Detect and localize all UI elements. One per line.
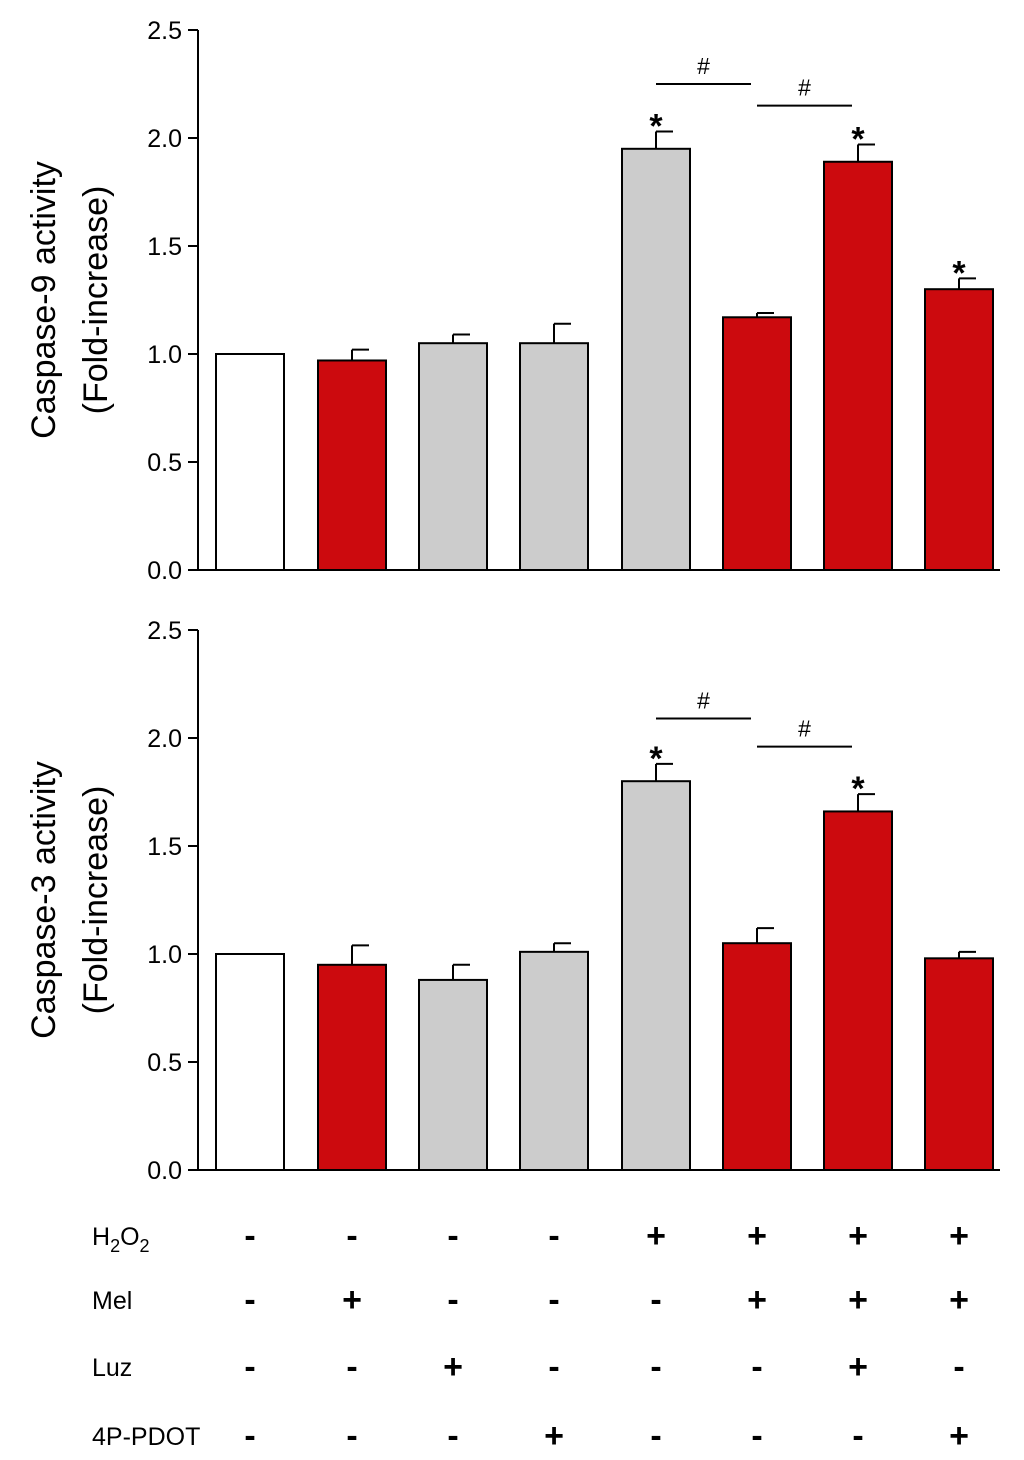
minus-sign: - [650,1417,661,1455]
minus-sign: - [447,1281,458,1319]
minus-sign: - [953,1348,964,1386]
comparison-hash: # [697,688,710,714]
plus-sign: + [747,1281,767,1319]
plus-sign: + [443,1348,463,1386]
minus-sign: - [346,1417,357,1455]
minus-sign: - [548,1217,559,1255]
plus-sign: + [949,1281,969,1319]
minus-sign: - [650,1281,661,1319]
significance-star: * [649,108,663,146]
bar-8 [924,288,994,571]
bar-8 [924,957,994,1171]
minus-sign: - [346,1348,357,1386]
bar-3 [418,978,488,1171]
plus-sign: + [544,1417,564,1455]
y-tick-label: 2.0 [147,725,182,753]
comparison-hash: # [798,716,811,742]
plus-sign: + [848,1281,868,1319]
y-tick-label: 1.5 [147,833,182,861]
y-axis-title-line1: Caspase-9 activity [25,161,63,439]
minus-sign: - [751,1417,762,1455]
y-tick-label: 0.0 [147,557,182,585]
plus-sign: + [848,1217,868,1255]
plus-sign: + [949,1217,969,1255]
subscript: 2 [140,1236,150,1256]
plus-sign: + [848,1348,868,1386]
y-tick-label: 0.0 [147,1157,182,1185]
plus-sign: + [949,1417,969,1455]
bar-7 [823,160,893,571]
condition-label-mel: Mel [92,1287,132,1315]
minus-sign: - [447,1217,458,1255]
y-tick-label: 2.5 [147,17,182,45]
minus-sign: - [751,1348,762,1386]
y-tick-label: 0.5 [147,449,182,477]
bar-4 [519,950,589,1172]
conditions-table: H2O2- - - - + + + +Mel - + - - - + + +Luz - - + - - - + -4P-PDO… [92,1217,969,1455]
significance-star: * [851,770,865,808]
y-tick-label: 2.5 [147,617,182,645]
condition-label-4p-pdot: 4P-PDOT [92,1423,200,1451]
plus-sign: + [747,1217,767,1255]
bar-2 [317,963,387,1171]
caspase-3-panel: 0.0 0.5 1.0 1.5 2.0 2.5 Caspase-3 activity (Fol… [25,617,1000,1185]
minus-sign: - [548,1281,559,1319]
significance-star: * [952,254,966,292]
y-tick-label: 2.0 [147,125,182,153]
comparison-hash: # [697,53,710,79]
bar-6 [722,942,792,1172]
caspase-9-panel: 0.0 0.5 1.0 1.5 2.0 2.5 Caspase-9 activity (Fol… [25,17,1000,585]
label-part: H [92,1223,110,1251]
minus-sign: - [244,1217,255,1255]
y-axis-title-line1: Caspase-3 activity [25,761,63,1039]
minus-sign: - [548,1348,559,1386]
minus-sign: - [447,1417,458,1455]
subscript: 2 [110,1236,120,1256]
minus-sign: - [244,1348,255,1386]
bar-3 [418,342,488,572]
significance-star: * [649,740,663,778]
plus-sign: + [646,1217,666,1255]
condition-label-luz: Luz [92,1354,132,1382]
label-part: O [120,1223,139,1251]
y-axis-title-line2: (Fold-increase) [77,786,115,1015]
minus-sign: - [852,1417,863,1455]
bar-1 [215,953,285,1171]
minus-sign: - [650,1348,661,1386]
bar-6 [722,316,792,571]
bar-4 [519,342,589,572]
bar-2 [317,359,387,572]
plus-sign: + [342,1281,362,1319]
bar-1 [215,353,285,571]
minus-sign: - [244,1281,255,1319]
y-tick-label: 1.0 [147,341,182,369]
bar-5 [621,147,691,572]
minus-sign: - [244,1417,255,1455]
y-tick-label: 1.5 [147,233,182,261]
comparison-hash: # [798,75,811,101]
bar-5 [621,780,691,1171]
significance-star: * [851,120,865,158]
y-axis-title-line2: (Fold-increase) [77,186,115,415]
y-tick-label: 1.0 [147,941,182,969]
bar-7 [823,810,893,1171]
y-tick-label: 0.5 [147,1049,182,1077]
minus-sign: - [346,1217,357,1255]
condition-label-h2o2: H2O2 [92,1223,150,1256]
